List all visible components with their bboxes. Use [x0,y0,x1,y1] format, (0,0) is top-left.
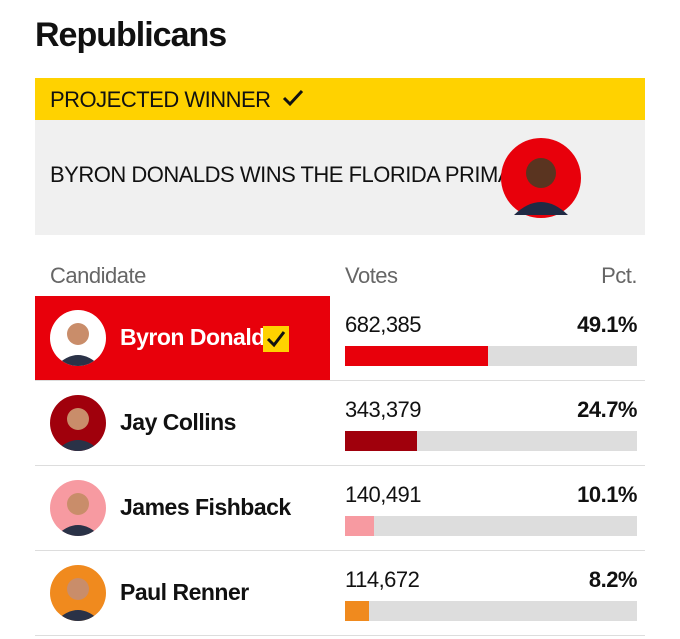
check-icon [283,89,304,107]
votes: 682,385 [345,312,422,337]
percent: 49.1% [577,312,637,337]
bar-track [345,601,637,621]
bar-track [345,516,637,536]
votes: 140,491 [345,482,422,507]
votes: 343,379 [345,397,422,422]
label-text: PROJECTED WINNER [50,87,271,112]
title: Republicans [35,16,227,54]
candidate-name: Byron Donalds [120,324,278,350]
candidate-name: Jay Collins [120,409,236,435]
candidate-photo [50,565,106,621]
column-header: Votes [345,263,398,288]
bar-track [345,346,637,366]
column-header: Pct. [601,263,637,288]
candidate-photo [50,480,106,536]
banner-label: PROJECTED WINNER [50,87,304,113]
candidate-row: Byron Donalds 682,385 49.1% [35,296,645,381]
candidate-row: Jay Collins 343,379 24.7% [35,381,645,466]
candidate-name: James Fishback [120,494,291,520]
candidate-cell: Byron Donalds [35,296,330,380]
candidate-row: James Fishback 140,491 10.1% [35,466,645,551]
votes: 114,672 [345,567,420,592]
vote-bar [345,516,375,536]
vote-bar [345,601,369,621]
candidate-cell: James Fishback [35,466,330,550]
candidate-cell: Paul Renner [35,551,330,635]
banner: PROJECTED WINNER [35,78,645,120]
winner-check [263,326,289,352]
percent: 10.1% [577,482,637,507]
candidate-cell: Jay Collins [35,381,330,465]
headline: BYRON DONALDS WINS THE FLORIDA PRIMARY [50,162,542,187]
column-header: Candidate [50,263,146,288]
vote-bar [345,431,418,451]
candidate-photo [50,395,106,451]
candidate-row: Paul Renner 114,672 8.2% [35,551,645,636]
candidate-name: Paul Renner [120,579,249,605]
winner-photo [501,138,581,218]
candidate-photo [50,310,106,366]
percent: 8.2% [588,567,638,592]
bar-track [345,431,637,451]
percent: 24.7% [577,397,637,422]
headline-box: BYRON DONALDS WINS THE FLORIDA PRIMARY [35,120,645,235]
vote-bar [345,346,489,366]
